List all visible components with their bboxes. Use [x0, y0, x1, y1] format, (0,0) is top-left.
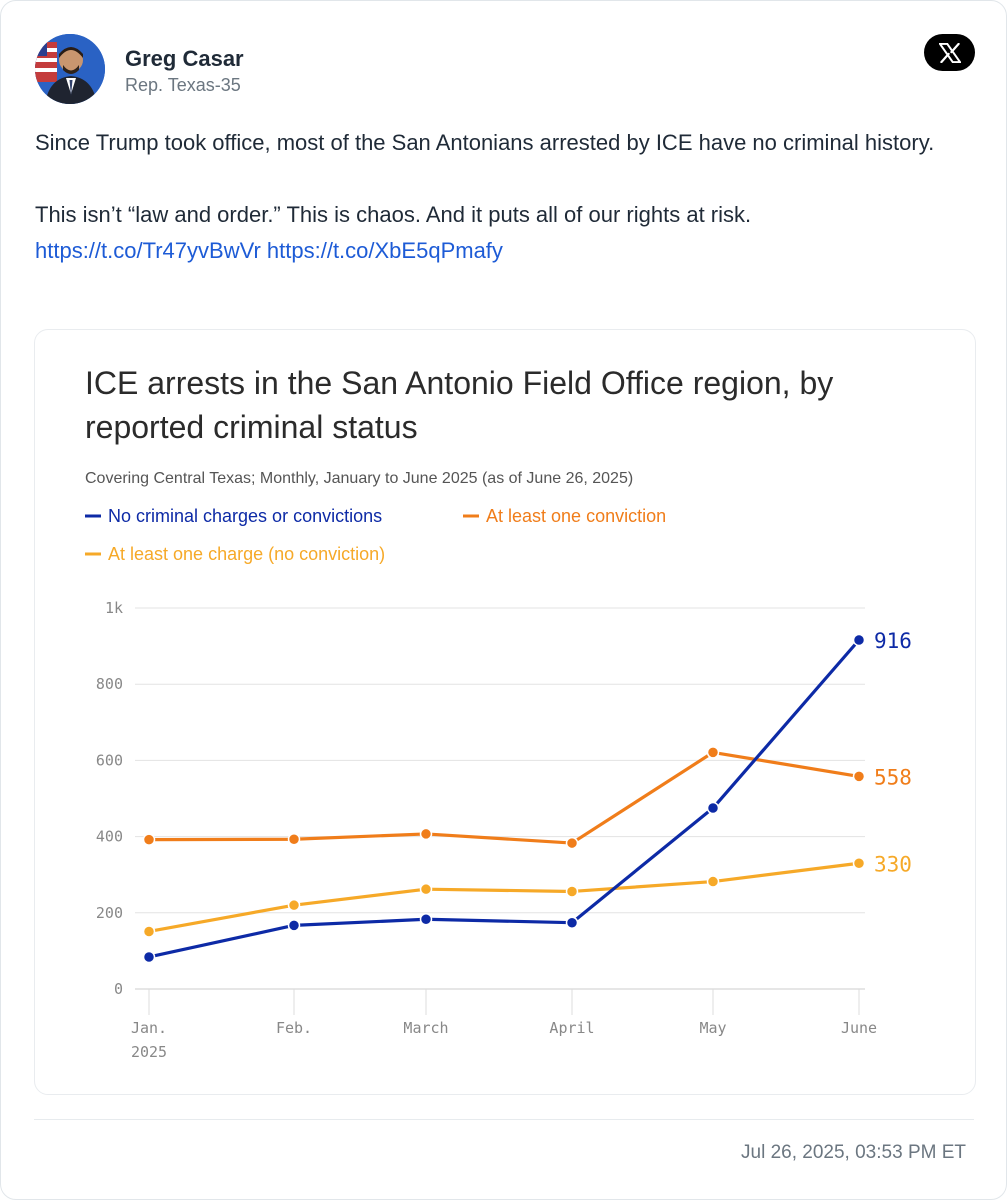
y-tick-label: 200 [96, 904, 123, 922]
x-tick-label: Feb. [276, 1019, 312, 1037]
data-point [565, 836, 579, 850]
data-point [419, 827, 433, 841]
x-tick-label: March [403, 1019, 448, 1037]
tweet-text: Since Trump took office, most of the San… [35, 125, 965, 269]
divider [34, 1119, 974, 1120]
legend-item-1: No criminal charges or convictions [85, 506, 382, 526]
data-point [419, 913, 433, 926]
data-point [852, 857, 866, 870]
y-tick-label: 600 [96, 751, 123, 769]
x-tick-label: June [841, 1019, 877, 1037]
data-point [142, 950, 156, 964]
tweet-link-2[interactable]: https://t.co/XbE5qPmafy [266, 238, 503, 263]
data-point [287, 898, 301, 912]
end-value-label: 558 [874, 765, 912, 789]
data-point [706, 875, 720, 888]
x-logo-icon[interactable] [924, 34, 975, 71]
chart-grid [135, 607, 865, 990]
line-chart: ICE arrests in the San Antonio Field Off… [85, 365, 912, 1061]
chart-title-line1: ICE arrests in the San Antonio Field Off… [85, 365, 833, 401]
data-point [706, 746, 720, 759]
data-point [852, 770, 866, 783]
tweet-links: https://t.co/Tr47yvBwVr https://t.co/XbE… [35, 233, 965, 269]
data-point [419, 882, 433, 896]
y-tick-label: 800 [96, 675, 123, 693]
data-point [287, 833, 301, 846]
x-tick-label: Jan. [131, 1019, 167, 1037]
chart-series: 330 558 916 [142, 629, 912, 964]
chart-title-line2: reported criminal status [85, 409, 418, 445]
legend-item-2: At least one conviction [463, 506, 666, 526]
profile-photo-icon [35, 34, 105, 104]
author-name[interactable]: Greg Casar [125, 46, 244, 71]
legend-label: No criminal charges or convictions [108, 506, 382, 526]
x-tick-sublabel: 2025 [131, 1043, 167, 1061]
y-axis: 0 200 400 600 800 1k [96, 599, 123, 998]
y-tick-label: 400 [96, 828, 123, 846]
tweet-paragraph-1: Since Trump took office, most of the San… [35, 130, 935, 155]
end-value-label: 916 [874, 629, 912, 653]
data-point [142, 833, 156, 846]
series-2: 558 [142, 746, 912, 850]
x-tick-label: May [699, 1019, 726, 1037]
legend-label: At least one conviction [486, 506, 666, 526]
data-point [565, 885, 579, 898]
data-point [852, 633, 866, 647]
data-point [142, 925, 156, 938]
series-1: 916 [142, 629, 912, 964]
chart-subtitle: Covering Central Texas; Monthly, January… [85, 470, 633, 487]
legend-label: At least one charge (no conviction) [108, 544, 385, 564]
series-3: 330 [142, 852, 912, 938]
data-point [706, 801, 720, 815]
y-tick-label: 1k [105, 599, 123, 617]
chart-image[interactable]: ICE arrests in the San Antonio Field Off… [34, 329, 976, 1095]
x-axis: Jan. Feb. March April May June 2025 [131, 989, 877, 1061]
y-tick-label: 0 [114, 980, 123, 998]
series-line [147, 861, 861, 934]
x-tick-label: April [549, 1019, 594, 1037]
avatar[interactable] [35, 34, 105, 104]
series-line [147, 638, 861, 959]
tweet-paragraph-2: This isn’t “law and order.” This is chao… [35, 202, 752, 227]
legend-item-3: At least one charge (no conviction) [85, 544, 385, 564]
series-line [147, 750, 861, 845]
chart-legend: No criminal charges or convictions At lea… [85, 506, 666, 564]
data-point [287, 919, 301, 932]
data-point [565, 916, 579, 929]
timestamp[interactable]: Jul 26, 2025, 03:53 PM ET [741, 1142, 966, 1163]
author-handle: Rep. Texas-35 [125, 75, 241, 95]
end-value-label: 330 [874, 852, 912, 876]
tweet-link-1[interactable]: https://t.co/Tr47yvBwVr [35, 238, 261, 263]
